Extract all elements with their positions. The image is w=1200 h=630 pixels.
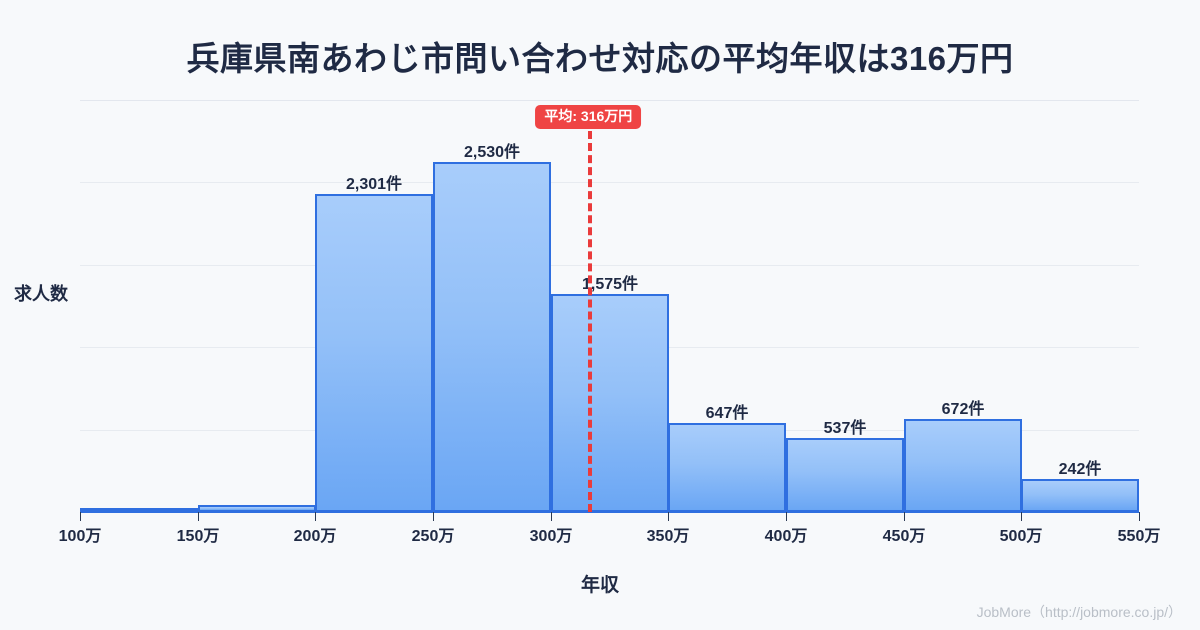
- gridline: [80, 264, 1139, 266]
- bar-value-label: 537件: [823, 420, 867, 437]
- bar-value-label: 1,575件: [581, 276, 639, 293]
- bar-value-label: 647件: [705, 405, 749, 422]
- bar-value-label: 2,530件: [463, 144, 521, 161]
- x-axis-tick: [551, 512, 552, 521]
- histogram-bar[interactable]: [433, 162, 551, 512]
- gridline: [80, 182, 1139, 184]
- gridline: [80, 100, 1139, 101]
- x-axis-title: 年収: [580, 575, 619, 596]
- plot-area: 2,301件 2,530件 1,575件 647件 537件 672件 242件: [80, 100, 1139, 513]
- x-axis-tick: [668, 512, 669, 521]
- x-axis-tick-label: 150万: [176, 528, 220, 545]
- bar-value-label: 242件: [1058, 461, 1102, 478]
- average-badge: 平均: 316万円: [535, 105, 642, 130]
- histogram-bar[interactable]: [786, 438, 904, 512]
- histogram-bar[interactable]: [904, 419, 1022, 512]
- footer-credit: JobMore（http://jobmore.co.jp/）: [976, 604, 1182, 620]
- x-axis-tick: [1021, 512, 1022, 521]
- x-axis-tick-label: 450万: [882, 528, 926, 545]
- bar-value-label: 2,301件: [345, 176, 403, 193]
- histogram-bar[interactable]: [551, 294, 669, 512]
- histogram-bar[interactable]: [668, 423, 786, 512]
- x-axis-tick-label: 250万: [411, 528, 455, 545]
- histogram-bar[interactable]: [1021, 479, 1139, 512]
- bar-value-label: 672件: [941, 401, 985, 418]
- x-axis-tick-label: 550万: [1117, 528, 1161, 545]
- x-axis-tick-label: 400万: [764, 528, 808, 545]
- x-axis-tick: [1139, 512, 1140, 521]
- x-axis-tick-label: 200万: [293, 528, 337, 545]
- x-axis-tick: [904, 512, 905, 521]
- x-axis-tick: [433, 512, 434, 521]
- histogram-bar[interactable]: [315, 194, 433, 512]
- x-axis-tick: [786, 512, 787, 521]
- page-title: 兵庫県南あわじ市問い合わせ対応の平均年収は316万円: [186, 40, 1014, 77]
- x-axis-tick-label: 300万: [529, 528, 573, 545]
- x-axis-tick: [315, 512, 316, 521]
- x-axis-tick-label: 500万: [999, 528, 1043, 545]
- x-axis-tick: [80, 512, 81, 521]
- y-axis-title: 求人数: [14, 284, 68, 304]
- x-axis-tick-label: 350万: [646, 528, 690, 545]
- x-axis-line: [80, 511, 1139, 513]
- x-axis-tick-label: 100万: [58, 528, 102, 545]
- x-axis-tick: [198, 512, 199, 521]
- average-line: [588, 131, 593, 512]
